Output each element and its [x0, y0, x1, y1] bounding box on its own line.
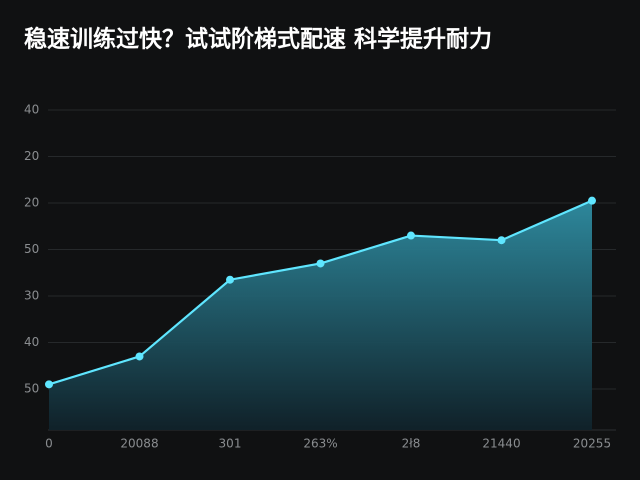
- point: [588, 196, 596, 205]
- x-tick-label: 20088: [120, 437, 158, 451]
- x-tick-label: 263%: [303, 437, 337, 451]
- point: [45, 380, 53, 389]
- x-tick-label: 301: [219, 437, 242, 451]
- x-tick-label: 21440: [482, 437, 520, 451]
- point: [497, 236, 506, 245]
- point: [226, 275, 234, 284]
- y-tick-label: 50: [24, 242, 39, 256]
- y-tick-label: 50: [24, 382, 39, 396]
- area: [49, 200, 592, 430]
- point: [407, 231, 415, 240]
- x-tick-label: 2ł8: [402, 437, 421, 451]
- y-tick-label: 20: [24, 196, 39, 210]
- x-tick-label: 0: [45, 437, 53, 451]
- y-tick-label: 30: [24, 289, 39, 303]
- chart-title: 稳速训练过快？试试阶梯式配速 科学提升耐力: [24, 26, 492, 53]
- point: [135, 352, 144, 361]
- y-tick-label: 40: [24, 103, 39, 117]
- y-tick-label: 40: [24, 335, 39, 349]
- point: [316, 259, 325, 268]
- x-tick-label: 20255: [573, 437, 611, 451]
- y-tick-label: 20: [24, 149, 39, 163]
